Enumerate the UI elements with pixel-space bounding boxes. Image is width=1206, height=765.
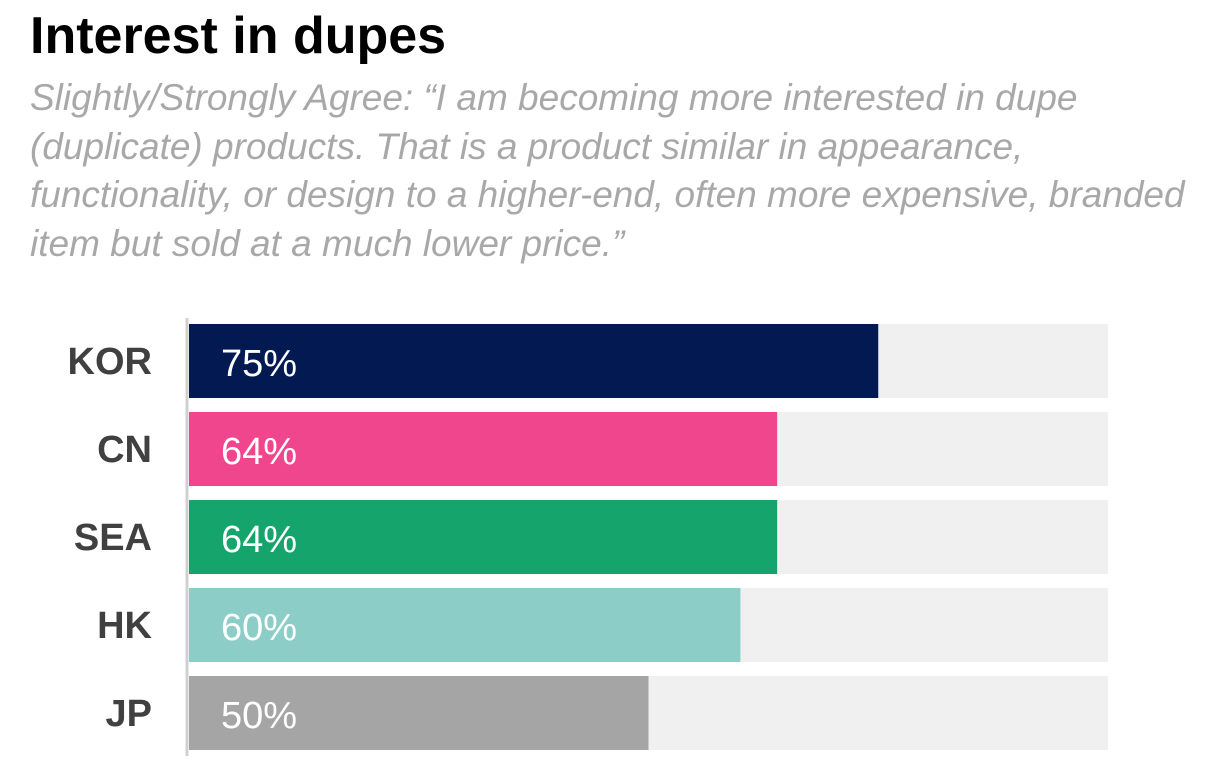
value-label-hk: 60% <box>221 607 297 649</box>
bar-kor <box>189 324 879 398</box>
category-label-cn: CN <box>97 429 152 471</box>
chart-title: Interest in dupes <box>30 7 447 65</box>
bar-cn <box>189 412 778 486</box>
value-label-cn: 64% <box>221 431 297 473</box>
category-label-sea: SEA <box>74 517 152 559</box>
bar-chart: KOR 75% CN 64% SEA 64% HK 60% JP 50% <box>0 310 1206 765</box>
value-label-sea: 64% <box>221 519 297 561</box>
bar-hk <box>189 588 741 662</box>
bar-chart-svg: KOR 75% CN 64% SEA 64% HK 60% JP 50% <box>68 318 1108 756</box>
category-label-hk: HK <box>97 605 152 647</box>
bar-sea <box>189 500 778 574</box>
value-label-jp: 50% <box>221 695 297 737</box>
category-label-jp: JP <box>106 693 152 735</box>
bar-jp <box>189 676 649 750</box>
chart-subtitle: Slightly/Strongly Agree: “I am becoming … <box>30 77 1185 264</box>
value-label-kor: 75% <box>221 343 297 385</box>
category-label-kor: KOR <box>68 341 152 383</box>
